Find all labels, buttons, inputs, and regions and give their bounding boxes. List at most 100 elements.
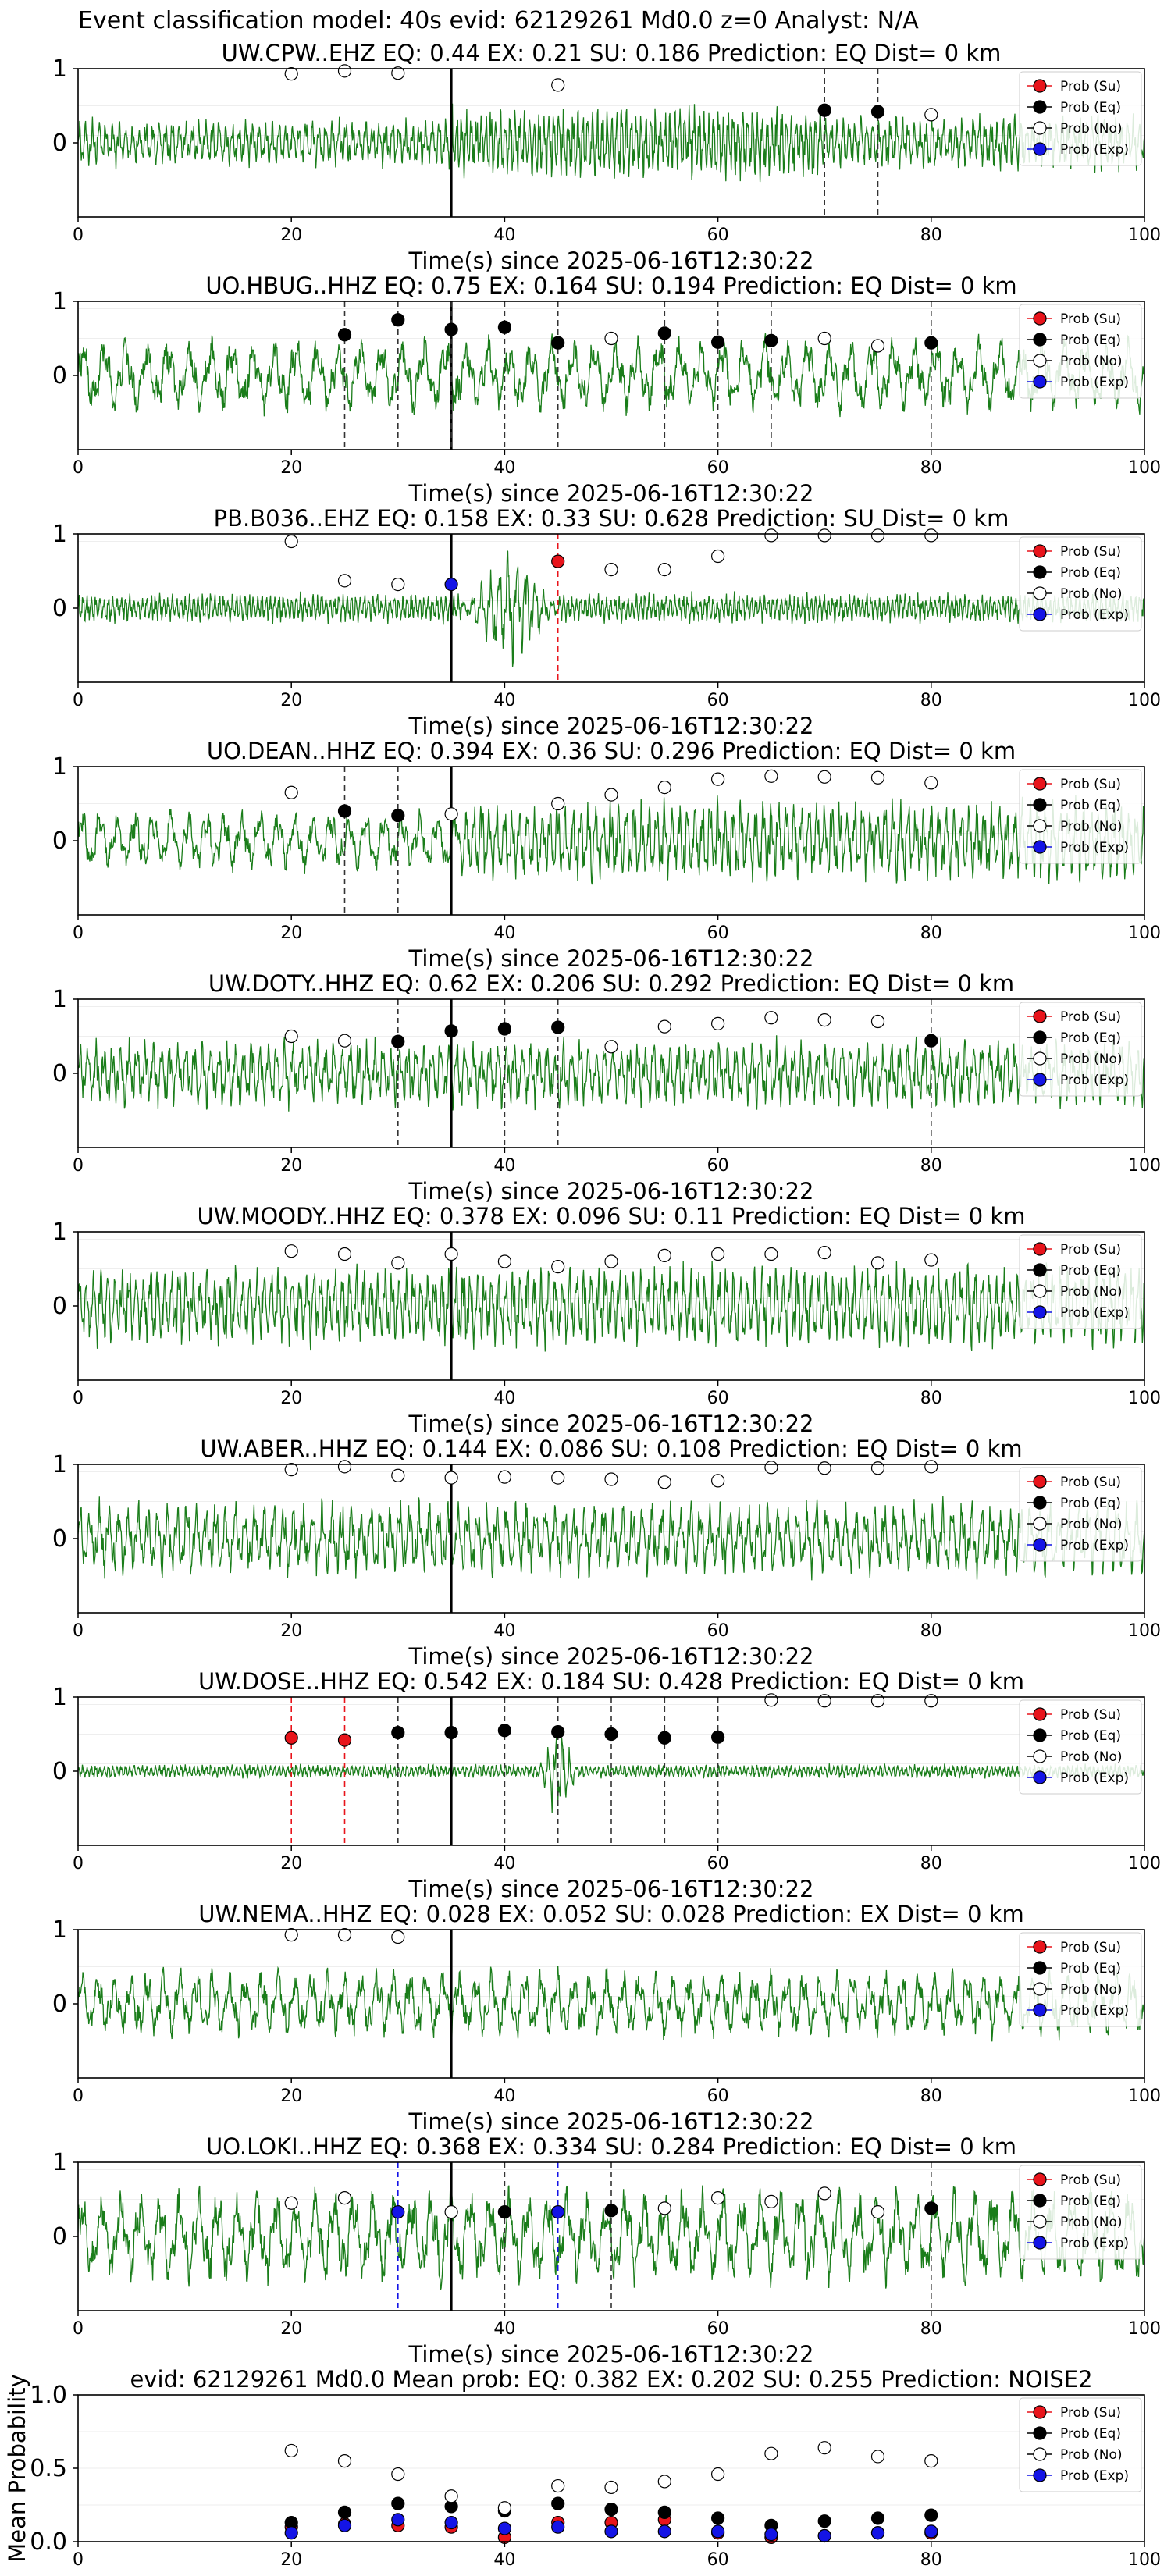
legend-label: Prob (Eq): [1060, 1961, 1121, 1976]
legend: Prob (Su) Prob (Eq) Prob (No) Prob (Exp): [1019, 2397, 1142, 2492]
legend-label: Prob (No): [1060, 1982, 1123, 1998]
prob-marker-eq: [817, 2514, 831, 2528]
subplot-9: UW.NEMA..HHZ EQ: 0.028 EX: 0.052 SU: 0.0…: [52, 1901, 1161, 2135]
legend-label: Prob (Exp): [1060, 2236, 1129, 2251]
y-tick-label: 1: [52, 1916, 67, 1944]
legend-label: Prob (Exp): [1060, 607, 1129, 623]
waveform-trace: [78, 1035, 1144, 1112]
x-tick-label: 40: [493, 691, 515, 710]
prob-marker-no: [764, 769, 778, 783]
y-tick-label: 1: [52, 986, 67, 1013]
prob-marker-eq: [391, 1034, 405, 1048]
y-tick-label: 1: [52, 55, 67, 83]
prob-marker-no: [817, 1694, 831, 1708]
prob-marker-no: [924, 776, 938, 790]
x-tick-label: 20: [280, 2087, 302, 2106]
prob-marker-no: [337, 1928, 352, 1942]
x-tick-label: 40: [493, 923, 515, 943]
x-tick-label: 80: [920, 2087, 942, 2106]
y-tick-label: 0: [52, 130, 67, 157]
y-tick-label: 1: [52, 2149, 67, 2176]
prob-marker-no: [444, 2489, 458, 2503]
plot-area: [78, 69, 1144, 217]
prob-marker-su: [551, 554, 565, 568]
prob-marker-eq: [657, 1731, 671, 1745]
prob-marker-no: [551, 78, 565, 92]
x-tick-label: 40: [493, 226, 515, 245]
plot-area: [78, 1697, 1144, 1845]
prob-marker-no: [284, 2443, 298, 2458]
y-tick-label: 0.0: [30, 2528, 67, 2556]
subplot-title: UO.DEAN..HHZ EQ: 0.394 EX: 0.36 SU: 0.29…: [207, 738, 1016, 764]
x-tick-label: 100: [1128, 1854, 1161, 1873]
x-tick-label: 60: [707, 2087, 729, 2106]
x-tick-label: 0: [73, 226, 84, 245]
legend-label: Prob (Su): [1060, 2172, 1121, 2188]
prob-marker-no: [497, 1470, 512, 1484]
prob-marker-no: [284, 1463, 298, 1477]
prob-marker-no: [391, 577, 405, 592]
legend-label: Prob (Su): [1060, 79, 1121, 94]
prob-marker-no: [710, 1474, 725, 1488]
legend-label: Prob (No): [1060, 1749, 1123, 1765]
y-tick-label: 0: [52, 1758, 67, 1785]
prob-marker-eq: [497, 1022, 512, 1036]
legend-box: [1019, 304, 1142, 399]
prob-marker-exp: [337, 2518, 352, 2532]
legend-marker-su: [1033, 544, 1047, 558]
x-tick-label: 40: [493, 2319, 515, 2339]
legend-marker-su: [1033, 79, 1047, 93]
legend-label: Prob (Exp): [1060, 1073, 1129, 1088]
prob-marker-eq: [337, 2505, 352, 2519]
prob-marker-no: [444, 807, 458, 821]
prob-marker-no: [764, 528, 778, 543]
x-tick-label: 100: [1128, 2087, 1161, 2106]
prob-marker-no: [337, 574, 352, 588]
legend-marker-exp: [1033, 375, 1047, 389]
x-tick-label: 0: [73, 458, 84, 478]
plot-area: [78, 1930, 1144, 2078]
x-tick-label: 40: [493, 1621, 515, 1641]
prob-marker-eq: [924, 2508, 938, 2522]
prob-marker-no: [817, 331, 831, 346]
prob-marker-eq: [551, 1020, 565, 1034]
prob-marker-no: [870, 1256, 885, 1270]
legend-box: [1019, 1932, 1142, 2027]
prob-marker-no: [710, 549, 725, 564]
legend-marker-su: [1033, 1940, 1047, 1954]
prob-marker-eq: [391, 1726, 405, 1740]
waveform-trace: [78, 1738, 1144, 1813]
legend-marker-eq: [1033, 1496, 1047, 1510]
prob-marker-no: [284, 67, 298, 81]
prob-marker-no: [604, 788, 618, 802]
legend-marker-no: [1033, 1284, 1047, 1298]
legend-marker-eq: [1033, 1728, 1047, 1742]
legend-marker-exp: [1033, 2236, 1047, 2250]
subplot-title: UW.DOTY..HHZ EQ: 0.62 EX: 0.206 SU: 0.29…: [208, 970, 1014, 997]
subplot-1: UW.CPW..EHZ EQ: 0.44 EX: 0.21 SU: 0.186 …: [52, 40, 1161, 274]
legend-box: [1019, 536, 1142, 632]
legend-marker-exp: [1033, 840, 1047, 854]
prob-marker-no: [604, 1472, 618, 1486]
x-tick-label: 60: [707, 1389, 729, 1408]
legend-label: Prob (No): [1060, 354, 1123, 369]
prob-marker-no: [817, 1461, 831, 1475]
prob-marker-no: [870, 1461, 885, 1475]
legend: Prob (Su) Prob (Eq) Prob (No) Prob (Exp): [1019, 1002, 1142, 1097]
x-tick-label: 0: [73, 691, 84, 710]
prob-marker-no: [337, 1034, 352, 1048]
x-tick-label: 60: [707, 691, 729, 710]
y-tick-label: 1: [52, 753, 67, 781]
plot-area: [78, 999, 1144, 1147]
prob-marker-eq: [710, 2511, 725, 2525]
x-axis-label: Time(s) since 2025-06-16T12:30:22: [408, 1411, 814, 1437]
x-tick-label: 0: [73, 2550, 84, 2570]
prob-marker-eq: [391, 2496, 405, 2510]
x-tick-label: 60: [707, 226, 729, 245]
prob-marker-no: [391, 66, 405, 80]
subplot-10: UO.LOKI..HHZ EQ: 0.368 EX: 0.334 SU: 0.2…: [52, 2133, 1161, 2368]
plot-area: [78, 1232, 1144, 1380]
subplot-title: UO.HBUG..HHZ EQ: 0.75 EX: 0.164 SU: 0.19…: [205, 272, 1016, 299]
x-tick-label: 80: [920, 1389, 942, 1408]
subplot-5: UW.DOTY..HHZ EQ: 0.62 EX: 0.206 SU: 0.29…: [52, 970, 1161, 1204]
